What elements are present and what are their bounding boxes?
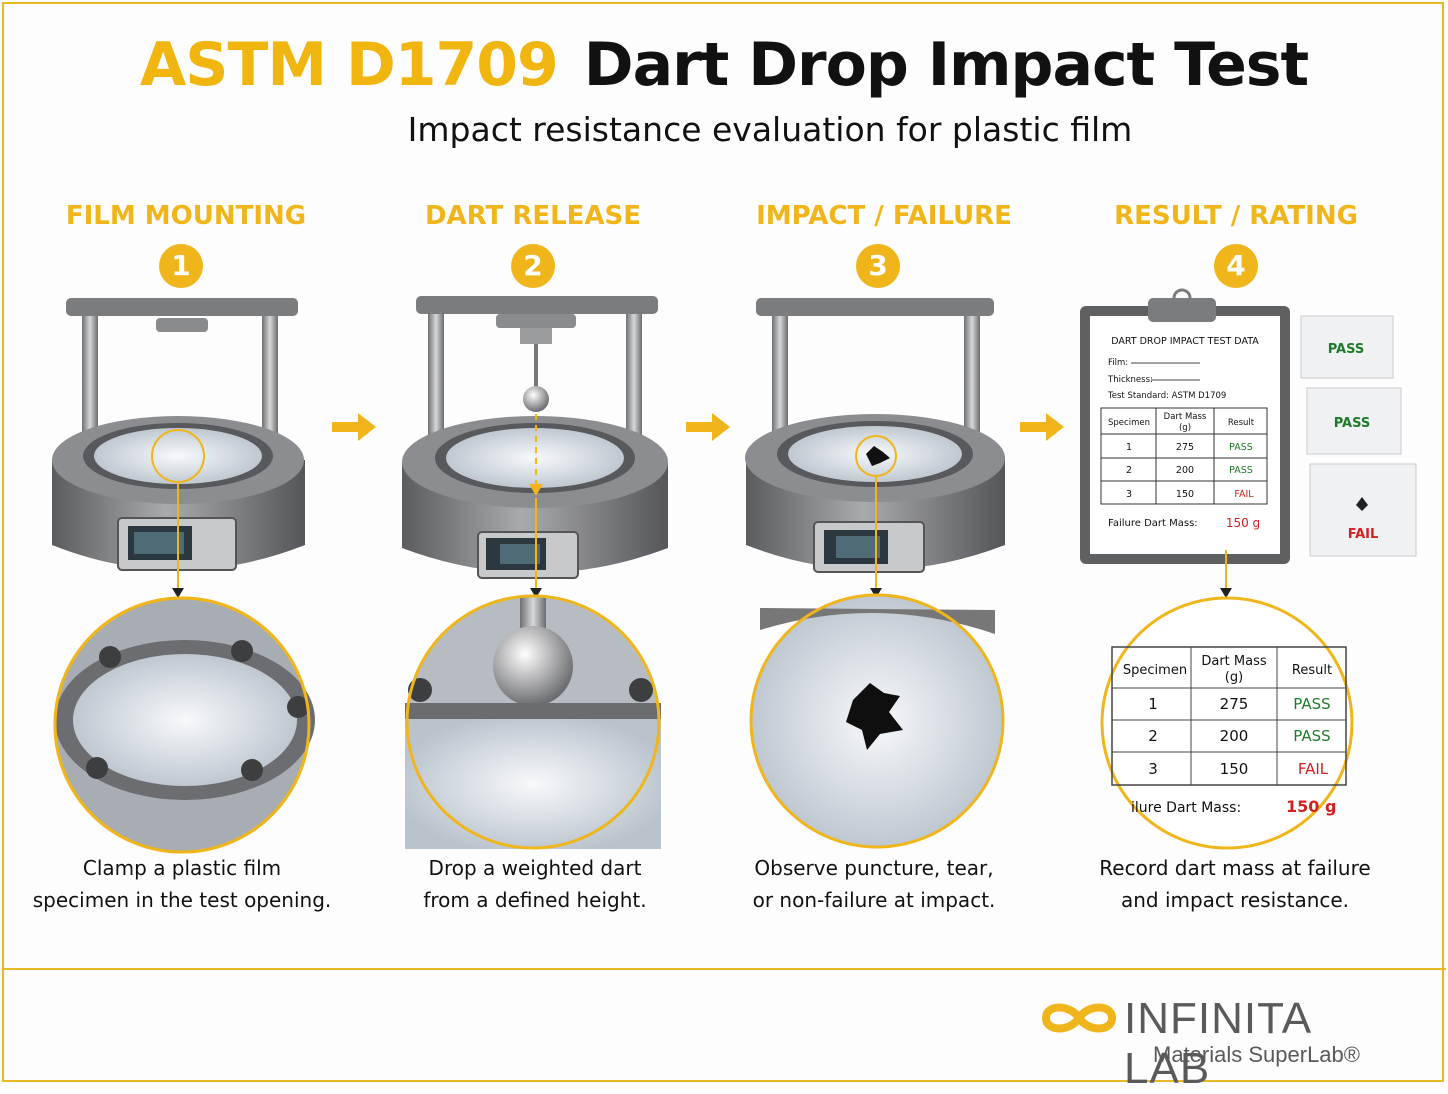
caption-line: or non-failure at impact. <box>752 888 996 912</box>
sample-label: PASS <box>1334 416 1371 431</box>
zoom-row-result: PASS <box>1293 695 1330 713</box>
step-2-caption: Drop a weighted dart from a defined heig… <box>365 852 705 916</box>
page-subtitle: Impact resistance evaluation for plastic… <box>407 110 1133 149</box>
datasheet-film-label: Film: <box>1108 358 1128 368</box>
zoom-row-mass: 275 <box>1220 695 1249 713</box>
zoom-col-specimen: Specimen <box>1123 663 1187 678</box>
datasheet-heading: DART DROP IMPACT TEST DATA <box>1111 336 1259 347</box>
datasheet-row-specimen: 3 <box>1126 489 1132 500</box>
step-3-caption: Observe puncture, tear, or non-failure a… <box>704 852 1044 916</box>
datasheet-failure-value: 150 g <box>1226 516 1260 530</box>
zoom-row-mass: 200 <box>1220 727 1249 745</box>
drop-tester-machine-2 <box>402 296 668 598</box>
logo-tagline: Materials SuperLab® <box>1153 1042 1360 1067</box>
zoom-row-specimen: 1 <box>1148 695 1158 713</box>
zoom-row-result: PASS <box>1293 727 1330 745</box>
step-1-badge: 1 <box>159 244 203 288</box>
sample-label: FAIL <box>1348 527 1379 542</box>
sample-films <box>1300 315 1417 557</box>
zoom-circle-result <box>1100 596 1354 850</box>
caption-line: Clamp a plastic film <box>82 856 282 880</box>
zoom-circle-film-mounting <box>53 596 315 854</box>
datasheet-failure-label: Failure Dart Mass: <box>1108 518 1198 529</box>
step-4-badge: 4 <box>1214 244 1258 288</box>
datasheet-col-mass-unit: (g) <box>1179 423 1191 433</box>
zoom-row-specimen: 3 <box>1148 760 1158 778</box>
datasheet-thickness-label: Thickness: <box>1107 375 1153 385</box>
title-standard: ASTM D1709 <box>139 30 559 100</box>
step-4-title: RESULT / RATING <box>1114 201 1358 231</box>
zoom-col-mass-unit: (g) <box>1225 670 1243 685</box>
drop-tester-machine-3 <box>745 298 1005 598</box>
datasheet-row-mass: 150 <box>1176 489 1194 500</box>
caption-line: Record dart mass at failure <box>1099 856 1371 880</box>
caption-line: specimen in the test opening. <box>32 888 332 912</box>
step-1-caption: Clamp a plastic film specimen in the tes… <box>12 852 352 916</box>
sample-label: PASS <box>1328 342 1365 357</box>
arrow-right-icon <box>686 413 730 441</box>
step-3-title: IMPACT / FAILURE <box>756 201 1012 231</box>
zoom-circle-dart-release <box>405 594 661 850</box>
zoom-circle-impact-failure <box>749 593 1005 849</box>
step-3-badge: 3 <box>856 244 900 288</box>
page-title: ASTM D1709 Dart Drop Impact Test <box>0 30 1448 100</box>
infinita-lab-logo: INFINITA LAB Materials SuperLab® <box>1040 990 1400 1093</box>
caption-line: Drop a weighted dart <box>428 856 642 880</box>
zoom-row-specimen: 2 <box>1148 727 1158 745</box>
infinity-icon <box>1041 1003 1117 1033</box>
datasheet-row-specimen: 1 <box>1126 442 1132 453</box>
caption-line: and impact resistance. <box>1120 888 1350 912</box>
step-4-caption: Record dart mass at failure and impact r… <box>1065 852 1405 916</box>
zoom-row-result: FAIL <box>1298 760 1329 778</box>
caption-line: from a defined height. <box>423 888 647 912</box>
datasheet-row-mass: 275 <box>1176 442 1194 453</box>
caption-line: Observe puncture, tear, <box>754 856 994 880</box>
step-2-badge: 2 <box>511 244 555 288</box>
zoom-failure-value: 150 g <box>1286 797 1336 816</box>
zoom-col-mass: Dart Mass <box>1201 654 1267 669</box>
datasheet-row-result: PASS <box>1229 442 1253 453</box>
datasheet-row-result: FAIL <box>1234 489 1254 500</box>
datasheet-row-mass: 200 <box>1176 465 1194 476</box>
step-2-title: DART RELEASE <box>424 201 642 231</box>
datasheet-standard-label: Test Standard: ASTM D1709 <box>1107 391 1226 401</box>
clipboard <box>1080 288 1290 598</box>
zoom-col-result: Result <box>1292 663 1332 678</box>
step-1-title: FILM MOUNTING <box>65 201 307 231</box>
datasheet-col-mass: Dart Mass <box>1164 412 1207 422</box>
datasheet-col-result: Result <box>1228 418 1255 428</box>
arrow-right-icon <box>1020 413 1064 441</box>
datasheet-row-result: PASS <box>1229 465 1253 476</box>
title-name: Dart Drop Impact Test <box>583 30 1309 100</box>
zoom-row-mass: 150 <box>1220 760 1249 778</box>
arrow-right-icon <box>332 413 376 441</box>
zoom-failure-label: ilure Dart Mass: <box>1131 800 1241 816</box>
logo-wordmark: INFINITA LAB <box>1124 994 1310 1093</box>
drop-tester-machine-1 <box>52 298 305 598</box>
datasheet-col-specimen: Specimen <box>1108 418 1150 428</box>
footer-divider <box>2 968 1446 970</box>
datasheet-row-specimen: 2 <box>1126 465 1132 476</box>
